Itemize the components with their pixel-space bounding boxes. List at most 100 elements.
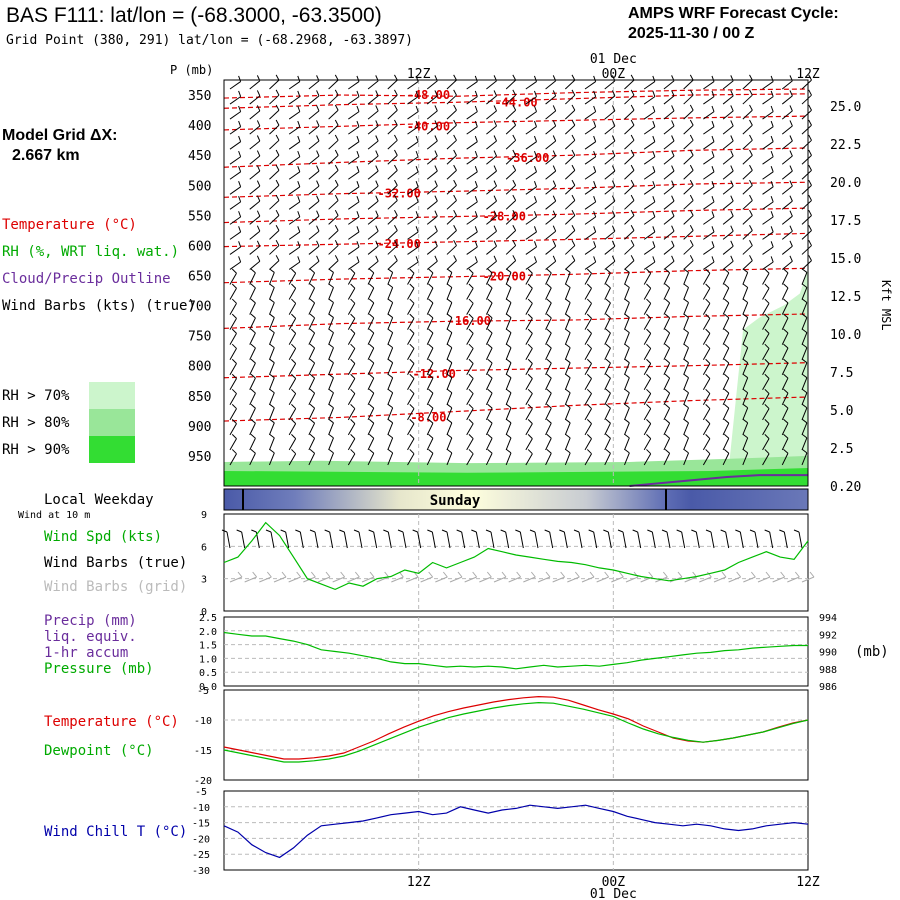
wind-barb-flag [474,165,478,172]
wind-barb-flag [394,179,398,186]
height-tick: 5.0 [830,404,853,419]
wind-barb-shaft [762,111,774,120]
wind-barb-flag [664,328,670,334]
wind-barb [288,268,297,285]
wind-barb [367,180,379,195]
wind-barb-shaft [762,408,770,421]
surface-barb-flag [280,529,286,533]
wind-barb-flag [689,240,694,246]
wind-barb [387,194,398,210]
wind-barb-flag [375,225,379,232]
wind-barb-flag [250,268,256,274]
grid-wind-barb-flag [296,571,302,578]
wind-barb-shaft [703,81,715,90]
wind-barb-flag [474,181,478,187]
wind-barb-flag [742,403,748,409]
wind-barb-shaft [348,111,360,120]
wind-barb-flag [446,313,453,318]
wind-barb-shaft [348,246,360,255]
surface-barb-flag [368,529,374,533]
wind-barb [426,328,434,345]
wind-barb [269,224,280,240]
grid-wind-barb [449,576,463,583]
wind-barb-shaft [545,95,557,105]
wind-barb [643,226,656,240]
wind-barb [347,283,356,300]
wind-barb [564,418,571,436]
wind-barb-flag [705,388,711,394]
wind-barb [426,135,438,150]
wind-barb-shaft [525,111,537,120]
wind-barb [505,194,517,210]
wind-barb [407,135,419,150]
wind-barb-flag [428,373,434,379]
surface-barb-flag [793,529,800,533]
wind-barb-shaft [347,453,356,466]
wind-barb [229,196,242,210]
wind-barb-flag [552,255,557,262]
surface-wind-barb [529,529,539,549]
wind-barb [624,283,630,300]
wind-barb [762,358,770,375]
wind-barb [505,313,512,330]
wind-barb-shaft [426,185,438,195]
wind-barb [486,105,497,120]
wind-barb [781,195,793,210]
grid-wind-barb [361,576,375,583]
wind-barb-shaft [308,317,316,330]
wind-barb [762,388,770,406]
wind-barb [288,196,301,210]
wind-barb-shaft [446,287,453,300]
chill-panel-ytick: -15 [192,819,210,830]
wind-barb-flag [711,135,715,142]
wind-barb-shaft [407,423,415,436]
wind-barb-flag [630,119,635,126]
wind-barb-flag [801,313,808,318]
wind-barb-flag [505,373,512,379]
wind-barb-shaft [328,260,339,270]
wind-barb-flag [231,298,237,304]
wind-barb-shaft [762,348,770,360]
wind-barb [446,104,457,120]
wind-barb-flag [783,283,789,289]
grid-wind-barb-flag [237,571,243,578]
wind-barb-shaft [505,437,512,451]
wind-barb [525,120,537,135]
wind-barb-shaft [505,215,516,225]
wind-barb [426,210,438,225]
wind-barb-shaft [229,363,237,375]
wind-barb-flag [565,358,571,364]
surface-barb-shaft [314,531,319,549]
wind-barb [604,195,616,210]
wind-barb [407,90,419,105]
wind-barb [288,419,297,436]
wind-barb [525,373,533,391]
wind-barb-shaft [229,201,241,210]
wind-barb-shaft [466,288,474,300]
wind-barb-flag [231,328,237,334]
wind-barb-shaft [407,246,419,255]
wind-barb [584,256,597,270]
wind-barb-shaft [663,453,671,466]
wind-barb-shaft [703,186,715,195]
wind-barb [663,120,675,135]
wind-barb-shaft [308,302,316,315]
wind-barb-shaft [525,453,533,466]
wind-barb-shaft [781,317,789,330]
wind-barb-flag [764,373,770,379]
wind-barb [249,448,256,466]
wind-barb-flag [630,104,635,111]
wind-barb [781,388,789,406]
wind-barb [762,196,774,210]
chill-panel-ytick: -30 [192,866,210,877]
wind-barb [525,135,537,150]
wind-barb-flag [749,255,753,261]
wind-barb-shaft [387,230,398,240]
wind-barb-shaft [288,81,301,90]
wind-barb [288,241,301,255]
wind-barb [328,194,339,210]
wind-barb-shaft [328,437,334,451]
wind-barb-shaft [525,171,537,180]
wind-barb-shaft [564,245,576,255]
wind-barb [407,328,415,345]
